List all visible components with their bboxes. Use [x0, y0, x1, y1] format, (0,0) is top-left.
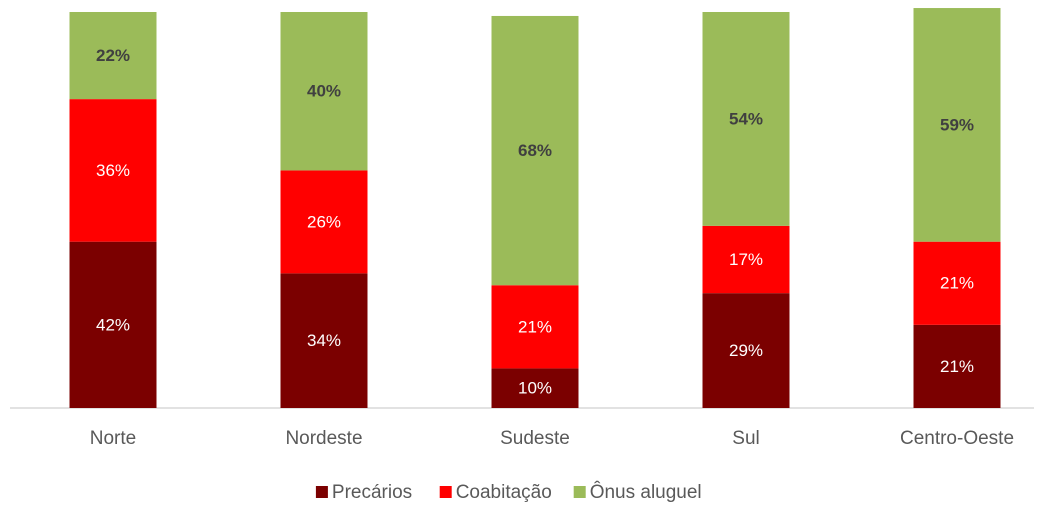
data-label: 10%: [518, 379, 552, 398]
bar-segment: [69, 99, 157, 242]
legend-label: Precários: [332, 482, 412, 503]
bar-segment: [280, 12, 368, 171]
bar-segment: [702, 293, 790, 408]
legend-label: Coabitação: [456, 482, 552, 503]
data-label: 17%: [729, 250, 763, 269]
legend-swatch: [315, 486, 328, 498]
bar-segment: [913, 324, 1001, 408]
bar-segment: [702, 12, 790, 226]
x-tick-label: Nordeste: [285, 428, 362, 449]
data-label: 21%: [518, 317, 552, 336]
x-tick-label: Sudeste: [500, 428, 570, 449]
bar-segment: [69, 241, 157, 408]
data-label: 36%: [96, 161, 130, 180]
data-label: 54%: [729, 109, 763, 128]
bar-segment: [702, 225, 790, 294]
legend-swatch: [573, 486, 586, 498]
x-tick-label: Norte: [90, 428, 136, 449]
bar-segment: [491, 285, 579, 369]
data-label: 26%: [307, 212, 341, 231]
x-tick-label: Centro-Oeste: [900, 428, 1014, 449]
bar-segment: [491, 368, 579, 408]
bar-segment: [913, 8, 1001, 242]
data-label: 22%: [96, 46, 130, 65]
data-label: 34%: [307, 331, 341, 350]
data-label: 68%: [518, 141, 552, 160]
data-label: 21%: [940, 357, 974, 376]
data-label: 42%: [96, 315, 130, 334]
legend-label: Ônus aluguel: [590, 481, 702, 503]
bar-segment: [491, 15, 579, 286]
data-label: 40%: [307, 82, 341, 101]
x-tick-label: Sul: [732, 428, 759, 449]
bar-segment: [280, 273, 368, 408]
legend-swatch: [439, 486, 452, 498]
data-label: 59%: [940, 115, 974, 134]
bar-segment: [69, 12, 157, 100]
data-label: 21%: [940, 274, 974, 293]
bar-segment: [280, 170, 368, 274]
data-label: 29%: [729, 341, 763, 360]
bar-segment: [913, 241, 1001, 325]
